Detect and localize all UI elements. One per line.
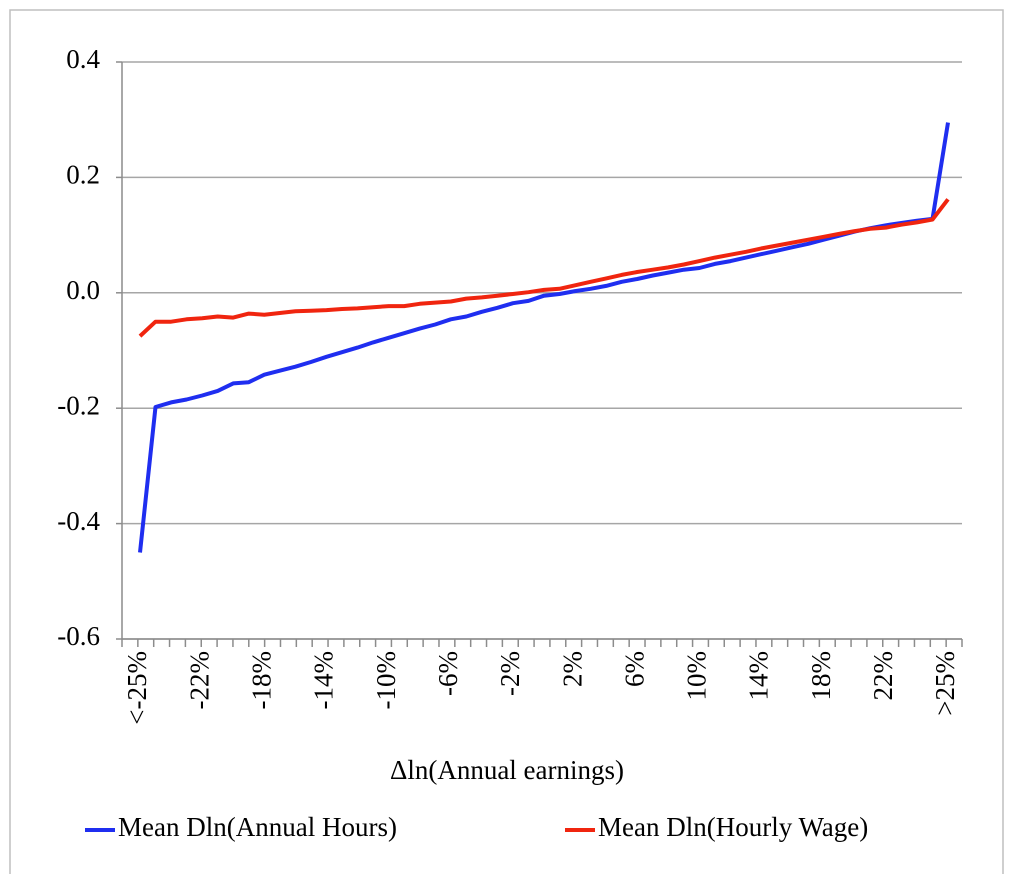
y-tick-label: 0.4 (66, 44, 100, 74)
x-tick-label: 10% (682, 651, 712, 701)
y-tick-label: -0.2 (57, 390, 100, 420)
x-tick-label: 22% (868, 651, 898, 701)
y-tick-label: -0.4 (57, 506, 100, 536)
y-tick-label: 0.2 (66, 160, 100, 190)
x-tick-label: 2% (557, 651, 587, 687)
x-tick-label: 6% (619, 651, 649, 687)
x-tick-label: >25% (930, 651, 960, 716)
series-line (138, 122, 950, 553)
x-axis-title: Δln(Annual earnings) (390, 755, 624, 785)
legend-label: Mean Dln(Hourly Wage) (598, 812, 868, 842)
chart-frame (9, 9, 1004, 874)
legend-label: Mean Dln(Annual Hours) (118, 812, 397, 842)
y-tick-label: 0.0 (66, 275, 100, 305)
x-tick-label: -10% (371, 651, 401, 709)
y-tick-label: -0.6 (57, 621, 100, 651)
x-tick-label: 14% (744, 651, 774, 701)
x-tick-label: -22% (184, 651, 214, 709)
x-tick-label: -14% (309, 651, 339, 709)
x-tick-label: 18% (806, 651, 836, 701)
x-tick-label: <-25% (122, 651, 152, 725)
x-tick-label: -18% (247, 651, 277, 709)
series-line (138, 198, 950, 338)
x-tick-label: -2% (495, 651, 525, 696)
x-tick-label: -6% (433, 651, 463, 696)
